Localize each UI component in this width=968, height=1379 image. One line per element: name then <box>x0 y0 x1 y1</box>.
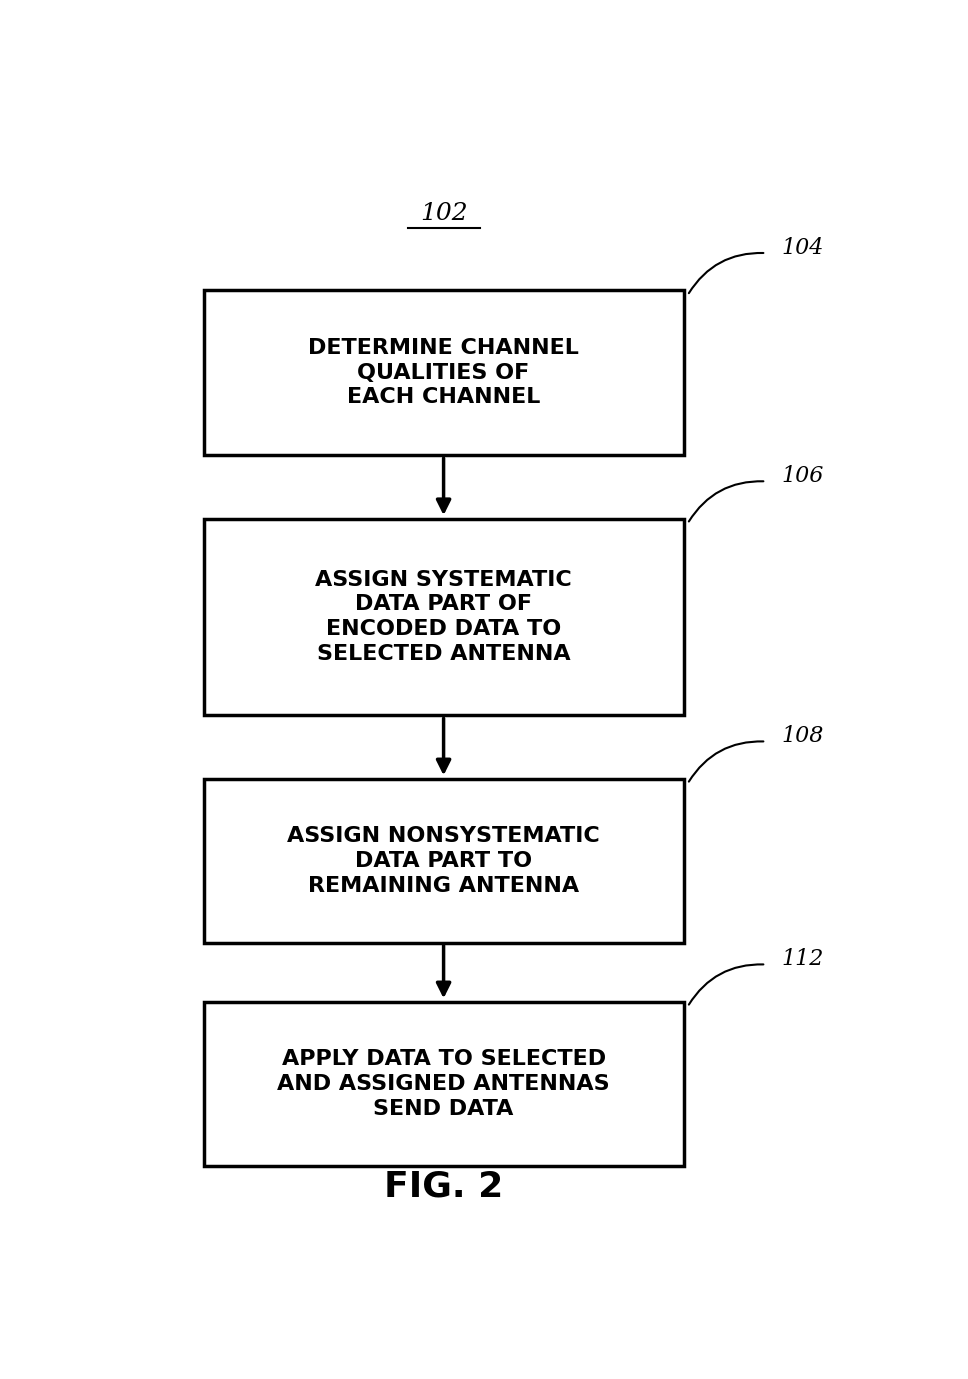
Text: 106: 106 <box>781 465 824 487</box>
FancyBboxPatch shape <box>203 519 683 714</box>
Text: APPLY DATA TO SELECTED
AND ASSIGNED ANTENNAS
SEND DATA: APPLY DATA TO SELECTED AND ASSIGNED ANTE… <box>277 1049 610 1118</box>
Text: DETERMINE CHANNEL
QUALITIES OF
EACH CHANNEL: DETERMINE CHANNEL QUALITIES OF EACH CHAN… <box>308 338 579 407</box>
Text: 108: 108 <box>781 725 824 747</box>
Text: ASSIGN SYSTEMATIC
DATA PART OF
ENCODED DATA TO
SELECTED ANTENNA: ASSIGN SYSTEMATIC DATA PART OF ENCODED D… <box>316 570 572 663</box>
FancyBboxPatch shape <box>203 779 683 943</box>
Text: ASSIGN NONSYSTEMATIC
DATA PART TO
REMAINING ANTENNA: ASSIGN NONSYSTEMATIC DATA PART TO REMAIN… <box>287 826 600 896</box>
FancyBboxPatch shape <box>203 1001 683 1167</box>
Text: 102: 102 <box>420 201 468 225</box>
Text: 112: 112 <box>781 949 824 971</box>
Text: 104: 104 <box>781 237 824 259</box>
Text: FIG. 2: FIG. 2 <box>384 1169 503 1204</box>
FancyBboxPatch shape <box>203 290 683 455</box>
